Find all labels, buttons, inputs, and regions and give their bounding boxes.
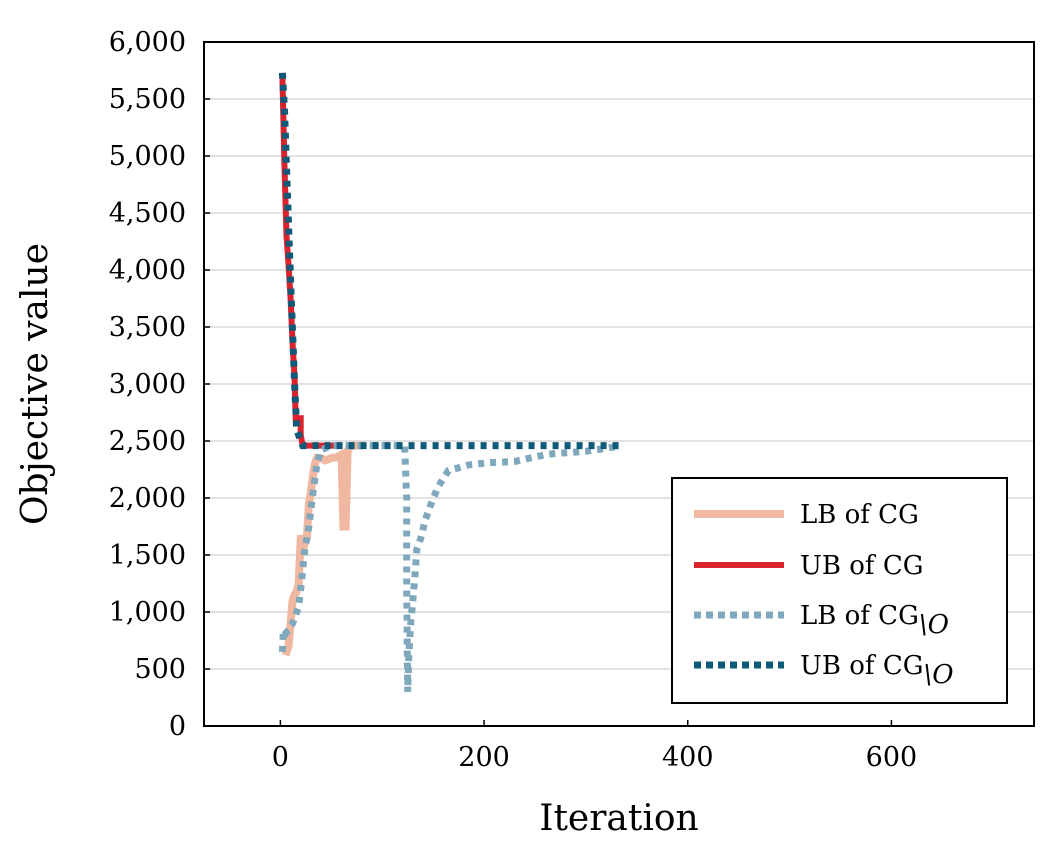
legend-label-ub-cg-o: UB of CG\O (800, 651, 954, 690)
legend-item-lb-cg-o: LB of CG\O (694, 601, 949, 640)
axis-ticks: 0 500 1,000 1,500 2,000 2,500 3,000 3,500 4,000 4… (109, 27, 917, 773)
y-tick-label: 3,500 (109, 312, 186, 343)
legend-item-lb-cg: LB of CG (694, 500, 919, 530)
legend-item-ub-cg: UB of CG (694, 551, 924, 581)
series-ub-cg-o (278, 72, 622, 450)
legend-label-ub-cg-o-subscript: \O (924, 660, 954, 690)
series-lb-cg-o (278, 442, 618, 692)
y-tick-label: 3,000 (109, 369, 186, 400)
y-tick-label: 2,000 (109, 483, 186, 514)
legend-label-lb-cg: LB of CG (800, 500, 919, 530)
legend: LB of CG UB of CG LB of CG\O UB of CG\O (671, 477, 1008, 704)
series-ub-cg (279, 76, 342, 449)
x-tick-label: 200 (458, 742, 510, 773)
legend-label-lb-cg-o-main: LB of CG (800, 601, 919, 631)
y-tick-label: 1,500 (109, 540, 186, 571)
grid-lines (204, 98, 1034, 670)
y-tick-label: 500 (134, 654, 186, 685)
x-tick-label: 600 (866, 742, 918, 773)
legend-label-ub-cg-o-main: UB of CG (800, 651, 924, 681)
y-tick-label: 1,000 (109, 597, 186, 628)
x-axis-title: Iteration (539, 798, 699, 839)
legend-label-lb-cg-o-subscript: \O (919, 610, 949, 640)
legend-label-lb-cg-o: LB of CG\O (800, 601, 949, 640)
y-tick-label: 6,000 (109, 27, 186, 58)
series-lb-cg (281, 441, 362, 657)
y-tick-label: 4,000 (109, 255, 186, 286)
y-tick-label: 0 (169, 711, 186, 742)
legend-item-ub-cg-o: UB of CG\O (694, 651, 954, 690)
legend-label-ub-cg: UB of CG (800, 551, 924, 581)
y-tick-label: 5,000 (109, 141, 186, 172)
y-tick-label: 5,500 (109, 84, 186, 115)
x-tick-label: 400 (662, 742, 714, 773)
y-tick-label: 4,500 (109, 198, 186, 229)
plot-series (278, 72, 622, 692)
y-tick-label: 2,500 (109, 426, 186, 457)
x-tick-label: 0 (272, 742, 289, 773)
y-axis-title: Objective value (15, 243, 56, 525)
